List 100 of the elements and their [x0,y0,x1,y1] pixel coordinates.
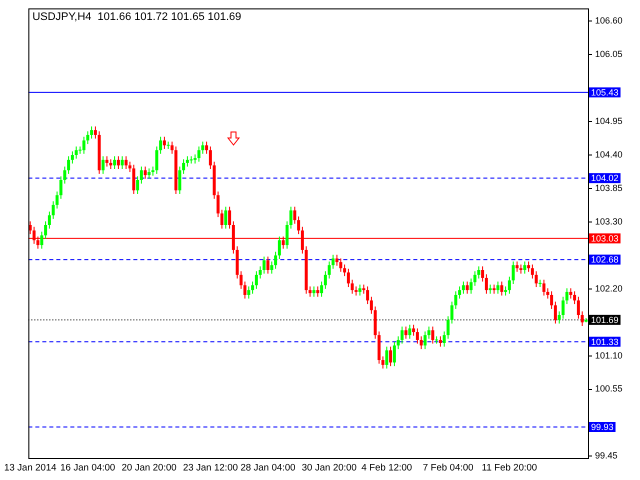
ref-line-label: 104.02 [591,173,619,184]
candlestick [254,270,258,290]
candlestick [554,301,557,324]
candlestick [385,346,388,370]
candlestick [366,286,370,305]
candlestick [354,286,358,296]
candlestick [538,279,542,288]
candlestick [70,150,74,164]
candlestick [178,166,182,194]
candlestick [159,136,162,154]
x-tick-label: 7 Feb 04:00 [422,462,474,474]
candlestick [504,286,508,296]
candlestick [542,279,546,296]
candlestick [278,236,281,260]
y-tick-label: 101.10 [595,350,623,360]
candlestick [293,206,296,224]
candlestick [573,290,576,305]
candlestick [558,310,561,324]
y-tick-label: 99.45 [595,450,618,461]
candlestick [516,260,519,272]
candlestick [109,158,112,170]
candlestick [320,281,324,298]
x-tick-label: 28 Jan 04:00 [240,462,296,474]
candlestick [182,158,186,174]
x-tick-label: 4 Feb 12:00 [361,462,412,474]
candlestick [194,154,197,164]
candlestick [427,326,430,340]
candlestick [67,156,70,174]
candlestick [40,231,44,250]
candlestick [286,220,289,250]
candlestick [124,156,128,170]
ref-line-label: 101.69 [591,314,619,325]
candlestick [274,251,278,270]
x-tick-label: 16 Jan 04:00 [60,462,116,474]
candlestick [408,324,412,340]
chart-title: USDJPY,H4 101.66 101.72 101.65 101.69 [32,10,242,23]
candlestick [186,156,189,168]
candlestick [162,136,166,150]
candlestick [308,286,312,298]
y-tick-label: 104.40 [595,150,623,160]
candlestick [431,326,434,344]
candlestick [113,156,116,170]
ref-line-label: 101.33 [591,336,619,347]
candlestick [576,296,580,320]
candlestick [358,284,362,296]
candlestick [424,330,427,350]
candlestick [481,266,484,282]
candlestick [484,274,488,294]
y-tick-label: 106.05 [595,49,623,60]
candlestick [412,324,416,336]
candlestick [166,141,170,150]
candlestick [580,310,584,326]
candlestick [74,146,78,160]
candlestick [262,256,266,274]
candlestick [44,220,48,240]
ref-line-label: 99.93 [591,422,614,432]
candlestick [216,191,220,218]
candlestick [496,281,500,294]
candlestick [170,141,174,154]
candlestick [90,126,94,140]
y-tick-label: 106.60 [595,16,623,26]
candlestick [102,156,105,174]
candlestick [519,264,522,274]
candlestick [144,166,147,180]
candlestick [120,156,124,170]
candlestick [155,146,158,174]
candlestick [339,258,342,272]
ref-line-label: 102.68 [591,254,619,265]
candlestick [458,286,462,300]
candlestick [190,156,193,164]
candlestick [316,286,320,298]
x-tick-label: 23 Jan 12:00 [182,462,238,474]
candlestick [56,191,59,210]
candlestick [562,296,565,320]
candlestick [442,330,446,348]
candlestick [220,209,224,230]
y-tick-label: 104.95 [595,116,623,126]
candlestick [381,356,384,370]
candlestick [240,270,243,290]
y-tick-label: 103.85 [595,182,623,193]
candlestick [116,156,120,170]
candlestick [438,336,442,348]
candlestick [243,281,246,300]
x-tick-label: 13 Jan 2014 [4,462,56,474]
candlestick [148,168,151,180]
y-tick-label: 102.20 [595,283,623,294]
candlestick [332,254,335,270]
candlestick [565,288,568,305]
candlestick [266,256,270,274]
y-tick-label: 103.30 [595,216,623,226]
candlestick [251,281,254,294]
x-tick-label: 11 Feb 20:00 [482,462,538,474]
ref-line-label: 103.03 [591,233,619,244]
candlestick [466,281,469,294]
ref-line-label: 105.43 [591,87,619,98]
candlestick [312,286,316,298]
candlestick [105,156,108,168]
candlestick [270,260,274,274]
candlestick [136,176,140,194]
candlestick [404,326,408,340]
